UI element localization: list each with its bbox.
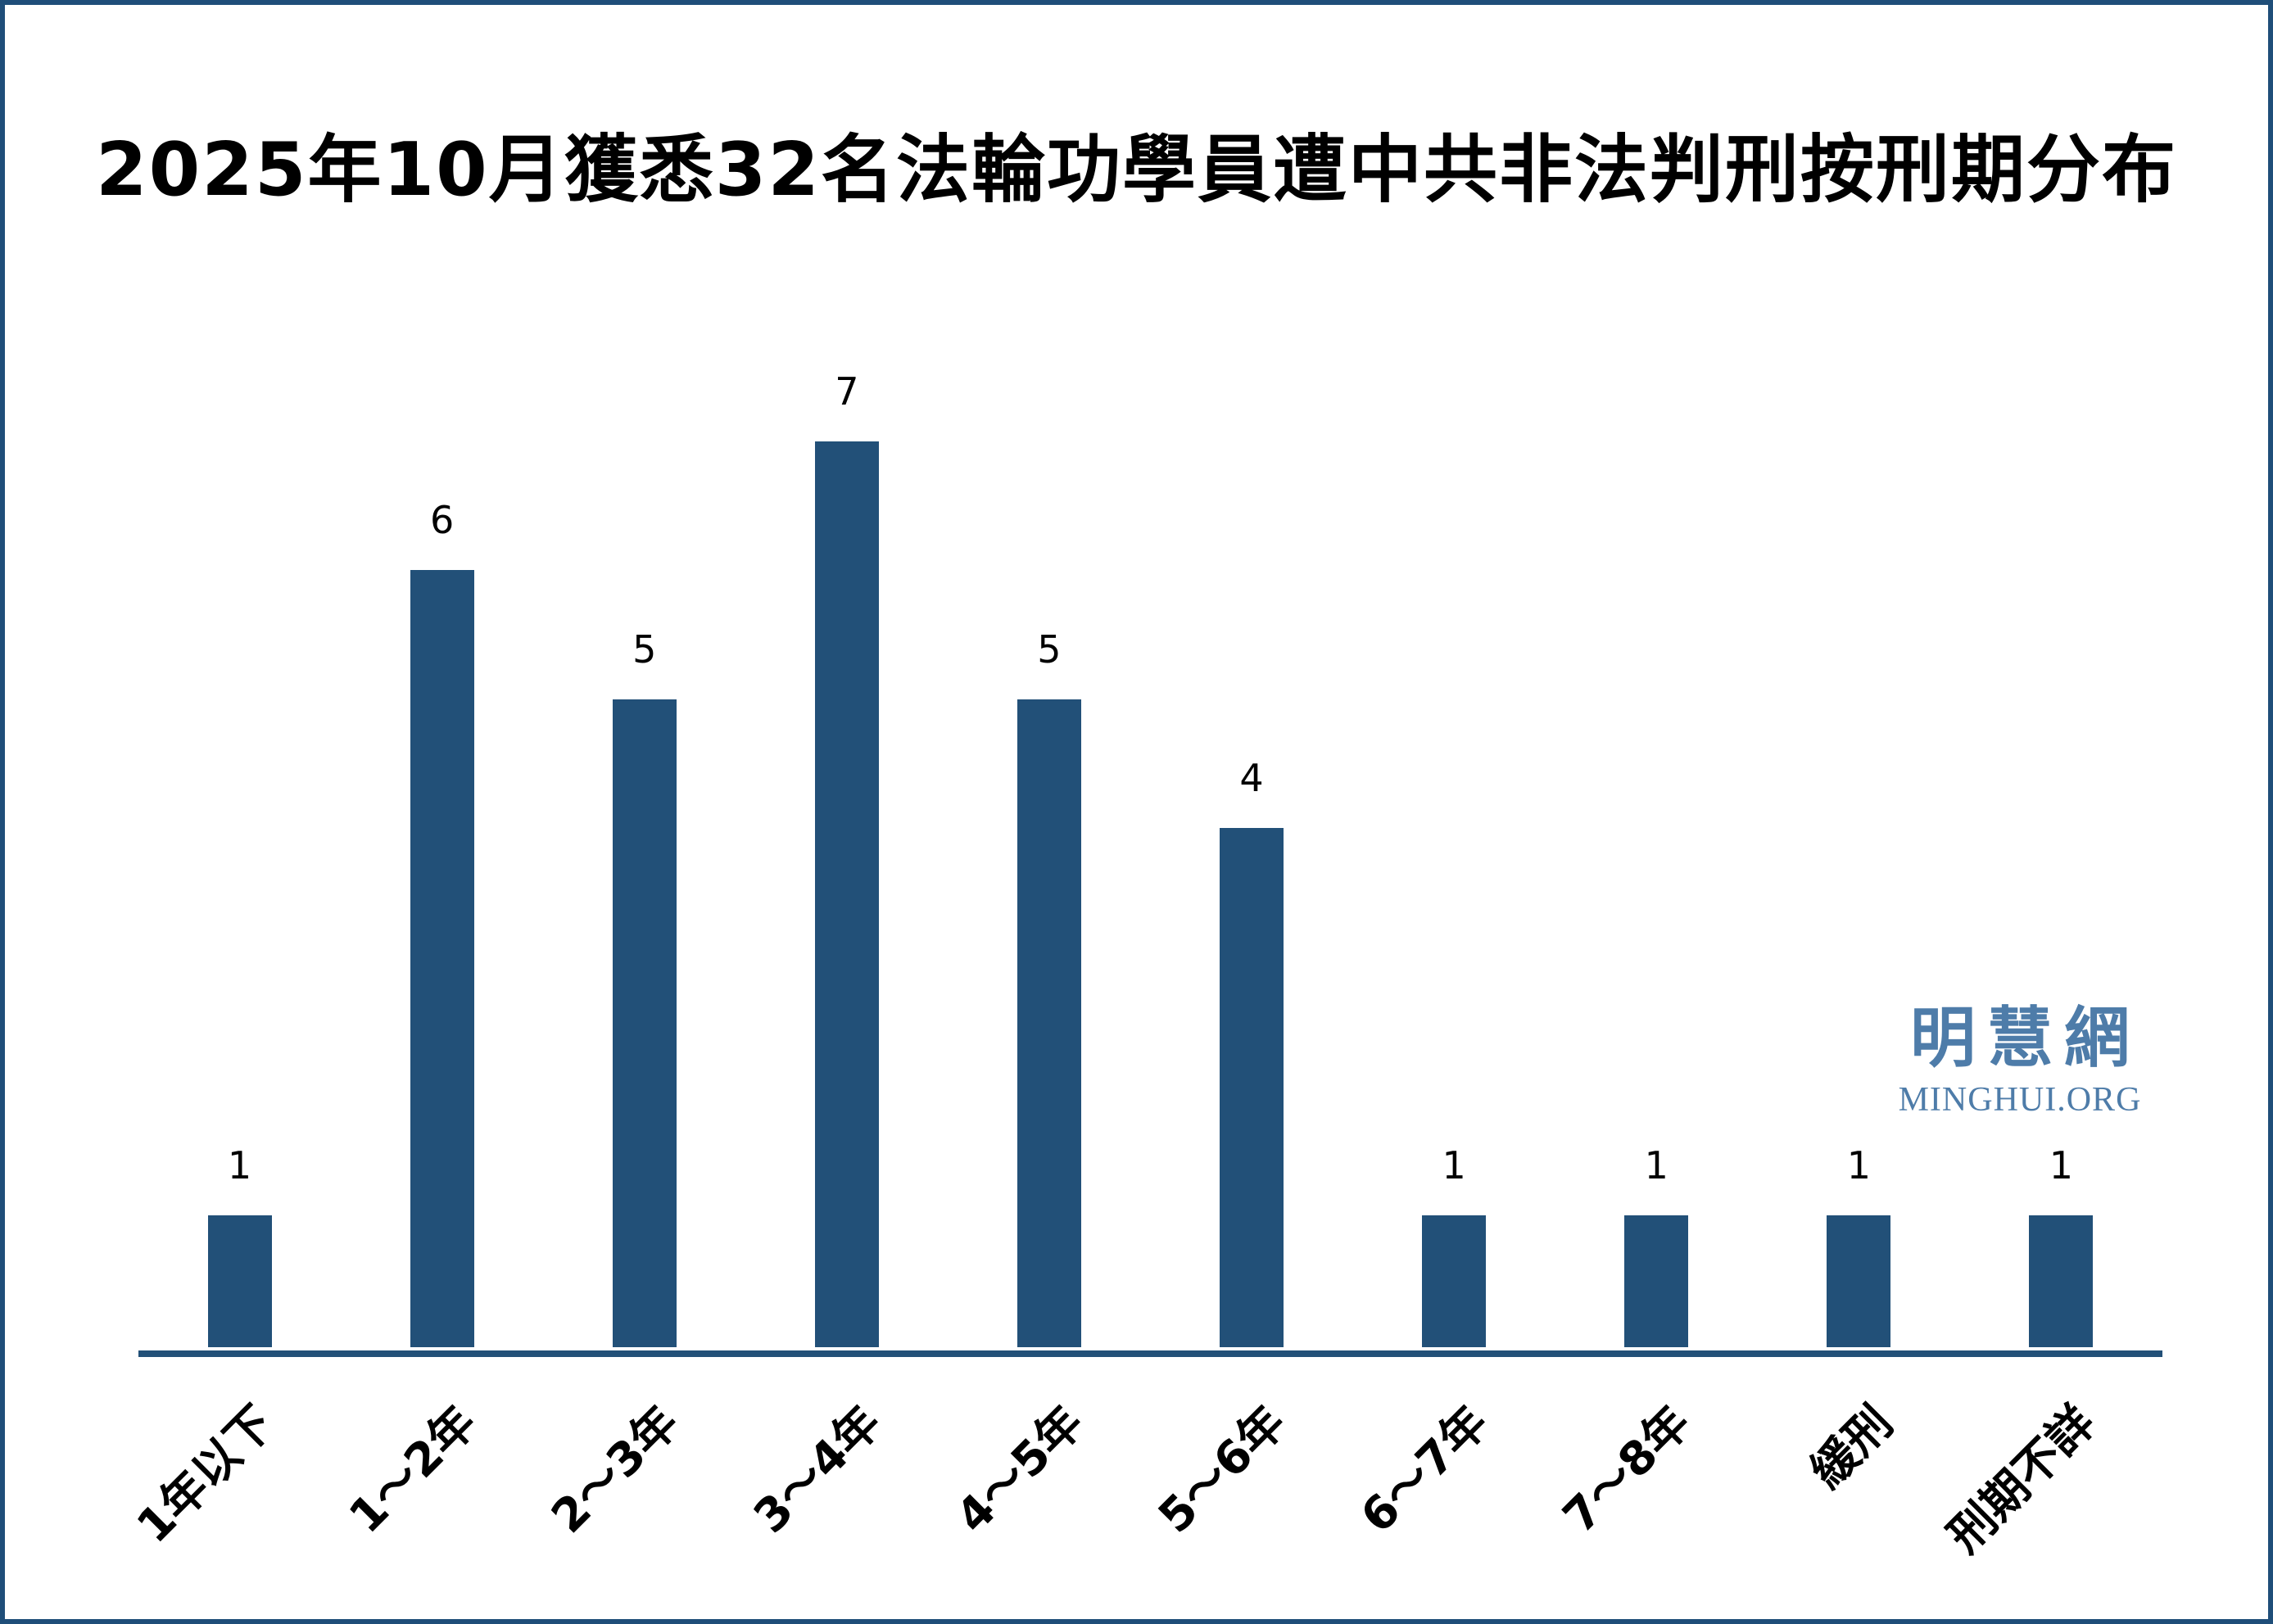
x-tick-label-8: 7～8年 (1553, 1396, 1701, 1544)
x-tick-label-5: 4～5年 (946, 1396, 1094, 1544)
x-tick-label-1: 1年以下 (126, 1396, 284, 1554)
bar-6 (1220, 828, 1284, 1347)
x-tick-label-2: 1～2年 (338, 1396, 487, 1544)
bar-value-label-1: 1 (227, 1142, 252, 1187)
bar-3 (612, 699, 677, 1347)
minghui-watermark-cjk: 明慧網 (1910, 1000, 2141, 1076)
minghui-watermark: 明慧網 MINGHUI.ORG (1885, 1006, 2155, 1119)
bar-9 (1827, 1215, 1891, 1347)
x-axis-line (138, 1350, 2162, 1357)
bar-value-label-8: 1 (1644, 1142, 1669, 1187)
bar-8 (1624, 1215, 1689, 1347)
bar-value-label-4: 7 (835, 369, 859, 414)
x-tick-label-6: 5～6年 (1148, 1396, 1297, 1544)
bar-5 (1017, 699, 1081, 1347)
bar-2 (410, 570, 474, 1347)
bar-value-label-5: 5 (1037, 627, 1062, 672)
x-tick-label-3: 2～3年 (541, 1396, 690, 1544)
x-tick-label-10: 刑期不詳 (1938, 1396, 2106, 1563)
x-tick-label-4: 3～4年 (744, 1396, 892, 1544)
bar-4 (814, 441, 879, 1347)
bar-value-label-9: 1 (1846, 1142, 1871, 1187)
x-tick-label-7: 6～7年 (1351, 1396, 1499, 1544)
plot-area: 1 6 5 7 5 4 1 1 1 1 1年以下 1～2年 2～3年 3～4年 4～5年 5～6年 6～7年 7… (5, 5, 2268, 1619)
bar-value-label-6: 4 (1239, 756, 1264, 800)
bar-value-label-10: 1 (2049, 1142, 2074, 1187)
bar-value-label-3: 5 (632, 627, 657, 672)
bar-1 (207, 1215, 272, 1347)
x-tick-label-9: 緩刑 (1800, 1396, 1904, 1499)
minghui-watermark-url: MINGHUI.ORG (1898, 1081, 2142, 1119)
bar-7 (1422, 1215, 1487, 1347)
chart-title: 2025年10月獲悉32名法輪功學員遭中共非法判刑按刑期分布 (96, 127, 2177, 213)
bar-value-label-2: 6 (430, 498, 455, 542)
bar-10 (2029, 1215, 2094, 1347)
bar-value-label-7: 1 (1442, 1142, 1466, 1187)
